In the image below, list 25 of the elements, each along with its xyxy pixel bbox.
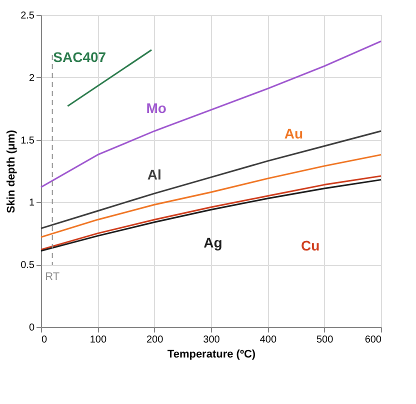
x-tick-label: 500 <box>316 334 334 346</box>
y-tick-label: 1 <box>28 198 35 209</box>
x-tick-label: 400 <box>260 334 277 346</box>
x-tick-label: 300 <box>203 334 220 346</box>
x-tick-label: 100 <box>90 334 107 346</box>
y-tick-label: 2.5 <box>20 10 35 22</box>
series-label: Ag <box>204 234 222 251</box>
y-tick-label: 0 <box>28 322 35 334</box>
line-series <box>40 154 382 238</box>
series-label: SAC407 <box>53 49 106 66</box>
y-tick-label: 2 <box>28 72 35 84</box>
x-tick-label: 0 <box>42 334 48 346</box>
y-tick-label: 1.5 <box>20 135 35 146</box>
x-tick-label: 200 <box>146 334 164 346</box>
text: Cu <box>300 238 320 254</box>
series-label: Mo <box>146 100 166 116</box>
ref-line-label: RT <box>45 271 60 283</box>
x-axis-title: Temperature (ºC) <box>167 348 256 360</box>
y-tick-label: 0.5 <box>20 260 35 272</box>
text: Au <box>284 125 304 142</box>
x-tick-label: 600 <box>364 334 382 346</box>
line-series <box>40 40 382 188</box>
y-axis-title: Skin depth (μm) <box>6 130 18 214</box>
line-series <box>40 130 382 230</box>
series-label: Al <box>147 166 162 182</box>
